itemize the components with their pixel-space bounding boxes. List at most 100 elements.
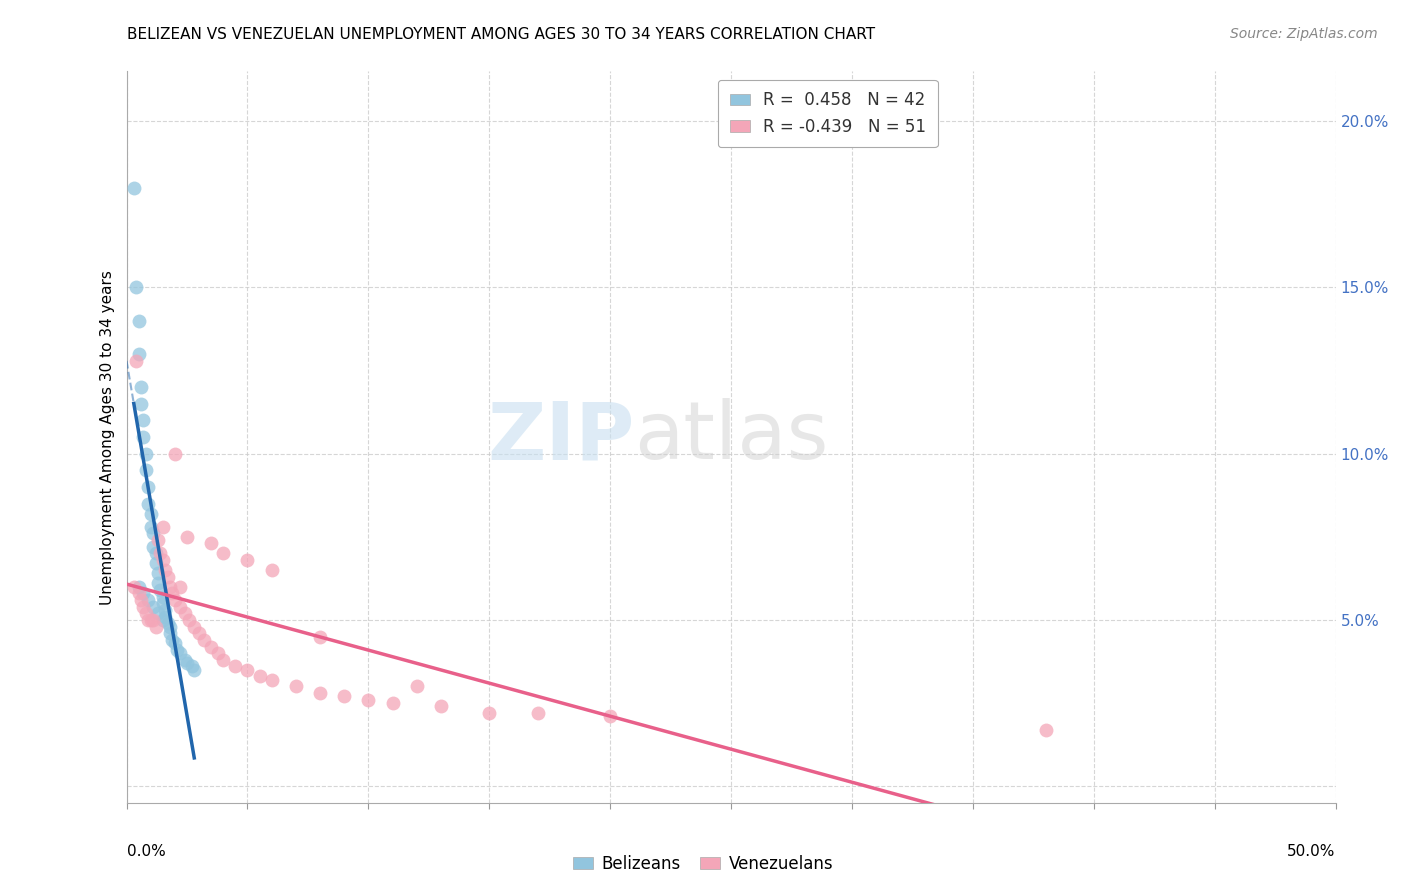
Point [357,692,380,706]
Point [135,463,157,477]
Point [169,599,191,614]
Point [145,619,167,633]
Text: Source: ZipAtlas.com: Source: ZipAtlas.com [1230,27,1378,41]
Point [152,613,174,627]
Point [132,413,155,427]
Point [599,709,621,723]
Point [139,507,162,521]
Point [284,680,307,694]
Point [145,557,167,571]
Point [135,447,157,461]
Point [236,663,259,677]
Point [149,546,172,560]
Point [132,586,155,600]
Point [179,613,201,627]
Point [156,570,179,584]
Point [173,653,195,667]
Point [152,553,174,567]
Point [128,314,150,328]
Point [200,640,222,654]
Point [122,580,145,594]
Point [136,593,159,607]
Point [145,546,167,560]
Y-axis label: Unemployment Among Ages 30 to 34 years: Unemployment Among Ages 30 to 34 years [100,269,115,605]
Legend: Belizeans, Venezuelans: Belizeans, Venezuelans [567,848,839,880]
Point [155,563,177,577]
Point [139,520,162,534]
Point [381,696,404,710]
Point [128,580,150,594]
Point [122,180,145,194]
Text: atlas: atlas [634,398,828,476]
Point [405,680,427,694]
Point [169,580,191,594]
Point [430,699,453,714]
Point [162,586,184,600]
Point [159,619,181,633]
Point [159,626,181,640]
Point [129,380,152,394]
Text: 0.0%: 0.0% [127,845,166,859]
Point [125,353,148,368]
Text: ZIP: ZIP [486,398,634,476]
Point [146,566,169,581]
Point [166,643,188,657]
Point [146,533,169,548]
Point [162,632,184,647]
Point [163,593,186,607]
Point [152,520,174,534]
Point [200,536,222,550]
Point [159,580,181,594]
Point [152,596,174,610]
Point [1035,723,1057,737]
Legend: R =  0.458   N = 42, R = -0.439   N = 51: R = 0.458 N = 42, R = -0.439 N = 51 [718,79,938,147]
Point [142,526,165,541]
Point [163,636,186,650]
Point [129,397,152,411]
Point [212,653,235,667]
Point [163,447,186,461]
Point [129,593,152,607]
Point [183,619,205,633]
Point [309,686,332,700]
Point [188,626,211,640]
Point [173,607,195,621]
Point [146,576,169,591]
Point [136,480,159,494]
Point [526,706,548,720]
Point [136,613,159,627]
Point [212,546,235,560]
Point [142,613,165,627]
Point [132,599,155,614]
Point [207,646,229,660]
Point [176,656,198,670]
Point [155,603,177,617]
Point [132,430,155,444]
Point [333,690,356,704]
Point [139,613,162,627]
Point [156,616,179,631]
Point [478,706,501,720]
Point [249,669,271,683]
Point [260,673,283,687]
Point [152,590,174,604]
Point [309,630,332,644]
Point [135,607,157,621]
Point [236,553,259,567]
Point [169,646,191,660]
Point [176,530,198,544]
Point [125,280,148,294]
Point [142,599,165,614]
Point [128,586,150,600]
Point [183,663,205,677]
Text: BELIZEAN VS VENEZUELAN UNEMPLOYMENT AMONG AGES 30 TO 34 YEARS CORRELATION CHART: BELIZEAN VS VENEZUELAN UNEMPLOYMENT AMON… [127,27,875,42]
Point [224,659,246,673]
Point [149,582,172,597]
Point [193,632,215,647]
Point [142,540,165,554]
Point [260,563,283,577]
Point [128,347,150,361]
Point [146,607,169,621]
Text: 50.0%: 50.0% [1288,845,1336,859]
Point [136,497,159,511]
